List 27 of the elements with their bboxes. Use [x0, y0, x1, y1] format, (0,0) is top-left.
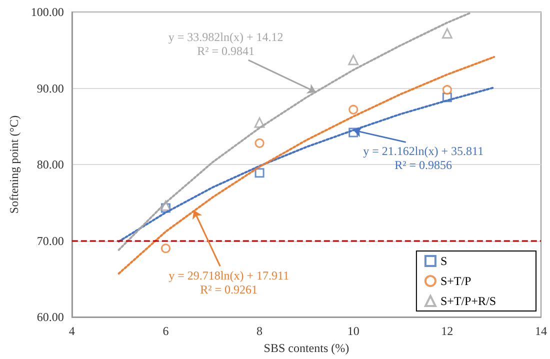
x-tick-label: 12 — [441, 324, 454, 338]
y-tick-label: 80.00 — [36, 158, 64, 172]
legend-label: S+T/P+R/S — [440, 294, 496, 308]
point — [160, 244, 170, 254]
annotation: y = 29.718ln(x) + 17.911 R² = 0.9261 — [168, 268, 290, 296]
y-axis-title: Softening point (°C) — [7, 115, 21, 214]
point — [254, 168, 264, 178]
y-tick-label: 90.00 — [36, 81, 64, 96]
legend-label: S+T/P — [440, 274, 472, 288]
point — [348, 54, 359, 66]
point — [348, 104, 358, 114]
annotation: y = 33.982ln(x) + 14.12 R² = 0.9841 — [168, 30, 284, 58]
y-tick-label: 70.00 — [36, 234, 64, 248]
annotation: y = 21.162ln(x) + 35.811 R² = 0.9856 — [363, 144, 484, 172]
x-tick-label: 10 — [347, 324, 360, 338]
point — [442, 28, 452, 39]
x-tick-label: 6 — [162, 324, 169, 338]
x-tick-label: 4 — [68, 324, 75, 338]
x-tick-label: 14 — [535, 324, 547, 338]
y-tick-label: 100.00 — [30, 5, 64, 19]
legend-label: S — [440, 254, 448, 268]
point — [442, 85, 452, 95]
point — [254, 138, 264, 148]
x-tick-label: 8 — [256, 324, 263, 338]
y-tick-label: 60.00 — [36, 310, 64, 324]
line-series — [118, 86, 496, 243]
x-axis-title: SBS contents (%) — [264, 340, 350, 355]
